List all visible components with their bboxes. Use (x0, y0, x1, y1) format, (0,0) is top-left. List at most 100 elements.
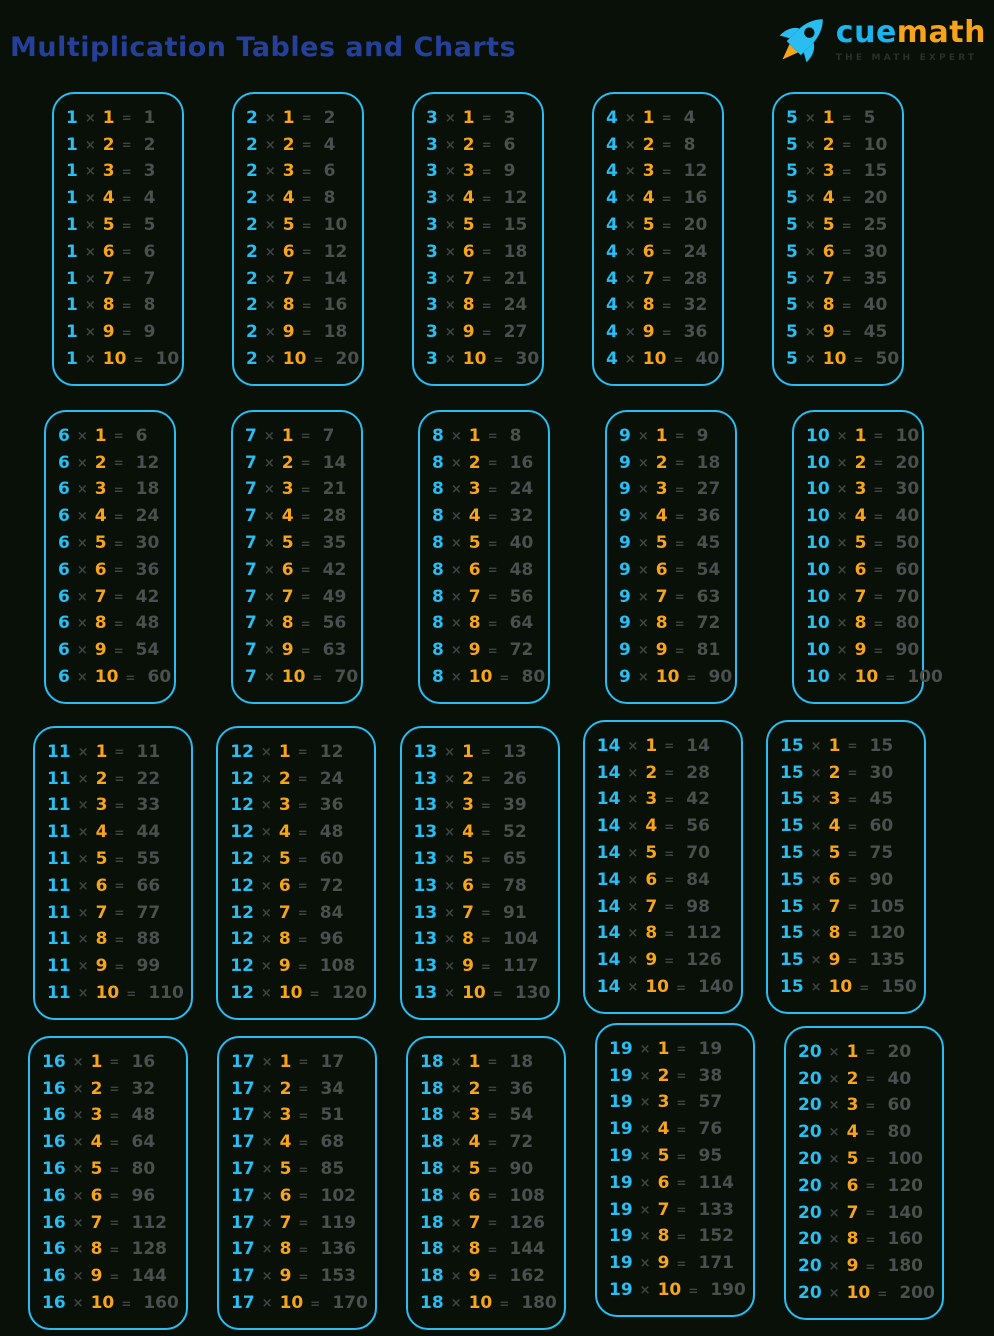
multiplier: 2 (822, 134, 835, 155)
multiplier: 7 (95, 902, 108, 923)
multiplicand: 10 (806, 506, 830, 527)
times-icon: × (76, 482, 88, 498)
times-icon: × (263, 616, 275, 632)
multiplicand: 18 (420, 1239, 444, 1260)
equals-icon: = (847, 953, 858, 968)
product: 90 (869, 869, 894, 890)
multiplication-row: 17 × 2 = 34 (231, 1080, 371, 1098)
equals-icon: = (661, 111, 672, 126)
equals-icon: = (673, 352, 684, 367)
multiplicand: 2 (246, 349, 258, 370)
multiplier: 6 (468, 1185, 481, 1206)
multiplier: 9 (281, 640, 294, 661)
multiplier: 6 (462, 241, 475, 262)
equals-icon: = (674, 563, 685, 578)
times-icon: × (76, 455, 88, 471)
multiplicand: 18 (420, 1105, 444, 1126)
multiplicand: 13 (413, 849, 438, 870)
equals-icon: = (113, 643, 124, 658)
multiplier: 4 (462, 822, 474, 843)
times-icon: × (76, 509, 88, 525)
multiplier: 1 (462, 107, 475, 128)
equals-icon: = (674, 429, 685, 444)
times-icon: × (810, 792, 822, 808)
product: 56 (322, 613, 347, 634)
product: 24 (683, 241, 708, 262)
times-icon: × (84, 325, 96, 341)
equals-icon: = (109, 1108, 120, 1123)
product: 95 (698, 1146, 723, 1167)
equals-icon: = (301, 298, 312, 313)
equals-icon: = (841, 191, 852, 206)
multiplier: 1 (642, 107, 655, 128)
multiplication-row: 8 × 9 = 72 (432, 642, 544, 659)
multiplicand: 8 (432, 559, 444, 580)
product: 49 (322, 586, 347, 607)
multiplicand: 8 (432, 586, 444, 607)
multiplication-row: 3 × 1 = 3 (426, 107, 538, 128)
multiplication-row: 4 × 8 = 32 (606, 297, 718, 314)
multiplication-row: 11 × 2 = 22 (47, 768, 187, 789)
product: 90 (895, 640, 920, 661)
times-icon: × (450, 1081, 462, 1097)
multiplicand: 10 (806, 667, 830, 688)
product: 144 (131, 1266, 167, 1287)
multiplication-row: 18 × 2 = 36 (420, 1080, 560, 1098)
multiplier: 9 (854, 640, 867, 661)
multiplier: 5 (462, 849, 474, 870)
times-icon: × (77, 959, 89, 975)
multiplier: 10 (854, 667, 879, 688)
multiplicand: 13 (413, 822, 438, 843)
product: 96 (319, 929, 344, 950)
times-icon: × (828, 1232, 840, 1248)
multiplier: 9 (278, 956, 291, 977)
multiplier: 5 (282, 215, 295, 236)
multiplication-row: 6 × 5 = 30 (58, 535, 170, 552)
multiplicand: 12 (230, 822, 254, 843)
equals-icon: = (841, 298, 852, 313)
multiplier: 3 (94, 479, 107, 500)
multiplicand: 16 (42, 1185, 66, 1206)
multiplier: 7 (854, 586, 867, 607)
equals-icon: = (309, 986, 320, 1001)
multiplication-row: 13 × 10 = 130 (414, 985, 554, 1002)
multiplier: 6 (468, 559, 481, 580)
multiplicand: 17 (231, 1293, 255, 1314)
equals-icon: = (674, 482, 685, 497)
equals-icon: = (865, 1125, 876, 1140)
multiplication-table-card-9: 9 × 1 = 9 9 × 2 = 18 9 × 3 = 27 9 × 4 = 36 9 × 5 = 45 9 × 6 = 54 9 × 7 = 6… (605, 410, 737, 704)
equals-icon: = (664, 846, 675, 861)
product: 18 (323, 322, 348, 343)
times-icon: × (261, 1242, 273, 1258)
multiplicand: 17 (231, 1239, 255, 1260)
equals-icon: = (301, 138, 312, 153)
times-icon: × (639, 1095, 651, 1111)
equals-icon: = (873, 616, 884, 631)
multiplication-row: 19 × 3 = 57 (609, 1094, 749, 1111)
product: 42 (686, 789, 710, 810)
times-icon: × (260, 932, 272, 948)
multiplicand: 16 (42, 1266, 66, 1287)
multiplication-row: 7 × 10 = 70 (245, 669, 358, 686)
multiplication-row: 18 × 7 = 126 (420, 1214, 560, 1232)
times-icon: × (264, 137, 276, 153)
equals-icon: = (297, 906, 308, 921)
product: 24 (503, 295, 528, 316)
multiplication-row: 10 × 7 = 70 (806, 586, 919, 607)
product: 8 (509, 425, 522, 446)
multiplier: 1 (854, 425, 867, 446)
times-icon: × (261, 1188, 273, 1204)
multiplicand: 11 (47, 768, 71, 789)
times-icon: × (804, 244, 816, 260)
times-icon: × (72, 1296, 84, 1312)
equals-icon: = (113, 429, 124, 444)
multiplication-table-card-6: 6 × 1 = 6 6 × 2 = 12 6 × 3 = 18 6 × 4 = 24 6 × 5 = 30 6 × 6 = 36 6 × 7 = 4… (44, 410, 176, 704)
product: 20 (863, 188, 888, 209)
multiplicand: 3 (426, 268, 438, 289)
times-icon: × (450, 1162, 462, 1178)
times-icon: × (450, 1135, 462, 1151)
equals-icon: = (126, 986, 137, 1001)
multiplier: 1 (90, 1051, 103, 1072)
times-icon: × (450, 1269, 462, 1285)
multiplier: 7 (846, 1202, 859, 1223)
